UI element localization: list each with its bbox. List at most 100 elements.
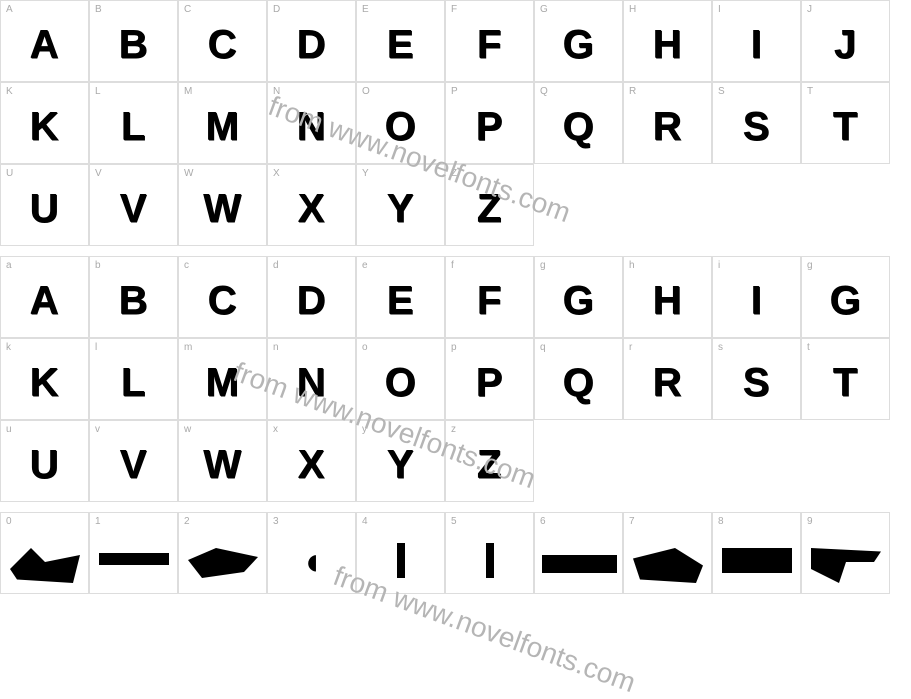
key-label: N [273, 86, 280, 97]
glyph [486, 543, 494, 578]
char-cell: tT [801, 338, 890, 420]
glyph: P [476, 107, 503, 147]
glyph: ◗ [300, 543, 323, 581]
glyph: D [297, 281, 326, 321]
char-cell: OO [356, 82, 445, 164]
glyph: S [743, 363, 770, 403]
char-cell: RR [623, 82, 712, 164]
key-label: A [6, 4, 13, 15]
glyph: F [477, 25, 501, 65]
char-cell: MM [178, 82, 267, 164]
key-label: T [807, 86, 813, 97]
key-label: E [362, 4, 369, 15]
glyph: M [206, 363, 239, 403]
glyph: X [298, 445, 325, 485]
glyph: Z [477, 189, 501, 229]
key-label: R [629, 86, 636, 97]
key-label: m [184, 342, 192, 353]
char-cell: 6 [534, 512, 623, 594]
glyph: H [653, 281, 682, 321]
empty-cell [712, 420, 801, 502]
glyph: F [477, 281, 501, 321]
glyph: V [120, 445, 147, 485]
char-cell: kK [0, 338, 89, 420]
glyph: T [833, 363, 857, 403]
key-label: I [718, 4, 721, 15]
char-cell: vV [89, 420, 178, 502]
glyph [722, 548, 792, 573]
char-cell: AA [0, 0, 89, 82]
glyph: I [751, 25, 762, 65]
char-cell: HH [623, 0, 712, 82]
char-cell: FF [445, 0, 534, 82]
glyph: D [297, 25, 326, 65]
char-cell: 7 [623, 512, 712, 594]
key-label: t [807, 342, 810, 353]
key-label: L [95, 86, 101, 97]
key-label: z [451, 424, 456, 435]
char-cell: sS [712, 338, 801, 420]
key-label: 6 [540, 516, 546, 527]
key-label: O [362, 86, 370, 97]
char-cell: yY [356, 420, 445, 502]
char-cell: wW [178, 420, 267, 502]
char-cell: TT [801, 82, 890, 164]
char-cell: PP [445, 82, 534, 164]
char-cell: nN [267, 338, 356, 420]
glyph: A [30, 281, 59, 321]
char-cell: 0 [0, 512, 89, 594]
glyph: X [298, 189, 325, 229]
key-label: c [184, 260, 189, 271]
key-label: S [718, 86, 725, 97]
glyph: B [119, 281, 148, 321]
char-cell: cC [178, 256, 267, 338]
glyph: E [387, 25, 414, 65]
glyph: L [121, 107, 145, 147]
char-cell: SS [712, 82, 801, 164]
key-label: r [629, 342, 632, 353]
key-label: q [540, 342, 546, 353]
char-cell: YY [356, 164, 445, 246]
key-label: Q [540, 86, 548, 97]
char-cell: 8 [712, 512, 801, 594]
empty-cell [712, 164, 801, 246]
key-label: K [6, 86, 13, 97]
key-label: 4 [362, 516, 368, 527]
glyph: U [30, 189, 59, 229]
key-label: B [95, 4, 102, 15]
glyph: S [743, 107, 770, 147]
char-cell: fF [445, 256, 534, 338]
key-label: H [629, 4, 636, 15]
glyph: K [30, 107, 59, 147]
char-cell: NN [267, 82, 356, 164]
key-label: u [6, 424, 12, 435]
glyph [10, 548, 80, 583]
glyph: G [830, 281, 861, 321]
glyph [811, 548, 881, 583]
char-cell: iI [712, 256, 801, 338]
glyph: J [834, 25, 856, 65]
char-cell: bB [89, 256, 178, 338]
glyph: Q [563, 363, 594, 403]
char-cell: gG [534, 256, 623, 338]
key-label: s [718, 342, 723, 353]
key-label: k [6, 342, 11, 353]
glyph: G [563, 25, 594, 65]
glyph: C [208, 25, 237, 65]
glyph: N [297, 363, 326, 403]
glyph: O [385, 107, 416, 147]
glyph [188, 548, 258, 578]
key-label: 3 [273, 516, 279, 527]
glyph [99, 553, 169, 565]
glyph [397, 543, 405, 578]
glyph: R [653, 107, 682, 147]
glyph: H [653, 25, 682, 65]
character-map-grid: AABBCCDDEEFFGGHHIIJJKKLLMMNNOOPPQQRRSSTT… [0, 0, 911, 594]
key-label: C [184, 4, 191, 15]
char-cell: JJ [801, 0, 890, 82]
char-cell: mM [178, 338, 267, 420]
key-label: n [273, 342, 279, 353]
key-label: b [95, 260, 101, 271]
key-label: 0 [6, 516, 12, 527]
key-label: G [540, 4, 548, 15]
